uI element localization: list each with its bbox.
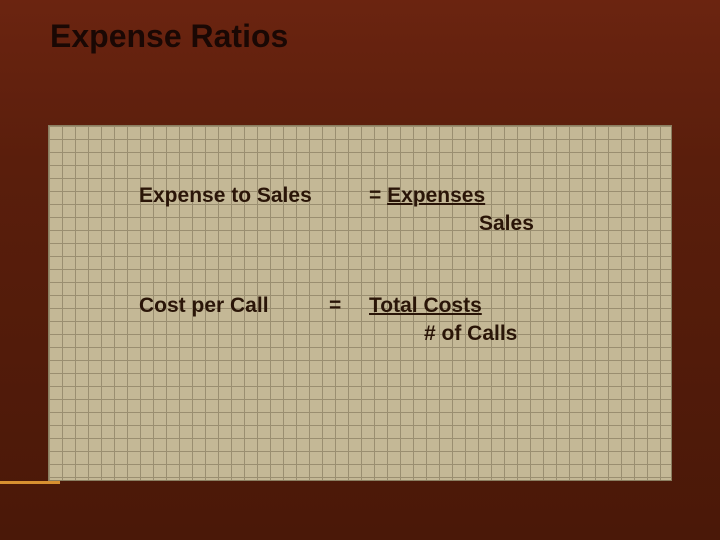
grid-panel: Expense to Sales = Expenses Sales Cost p… bbox=[48, 125, 672, 481]
equals-sign: = bbox=[329, 294, 369, 364]
formula-expense-to-sales: Expense to Sales = Expenses Sales bbox=[139, 184, 659, 254]
expense-to-sales-numerator: Expenses bbox=[387, 184, 485, 207]
expense-to-sales-label: Expense to Sales bbox=[139, 184, 369, 254]
expense-to-sales-numerator-line: = Expenses bbox=[369, 184, 659, 208]
cost-per-call-label: Cost per Call bbox=[139, 294, 329, 364]
formulas-content: Expense to Sales = Expenses Sales Cost p… bbox=[139, 184, 659, 364]
cost-per-call-numerator: Total Costs bbox=[369, 294, 659, 318]
cost-per-call-fraction: Total Costs # of Calls bbox=[369, 294, 659, 364]
slide-title: Expense Ratios bbox=[50, 18, 720, 55]
title-area: Expense Ratios bbox=[0, 0, 720, 125]
accent-line bbox=[0, 481, 60, 484]
formula-cost-per-call: Cost per Call = Total Costs # of Calls bbox=[139, 294, 659, 364]
cost-per-call-denominator: # of Calls bbox=[369, 322, 659, 346]
equals-sign: = bbox=[369, 184, 387, 207]
expense-to-sales-fraction: = Expenses Sales bbox=[369, 184, 659, 254]
expense-to-sales-denominator: Sales bbox=[369, 212, 659, 236]
